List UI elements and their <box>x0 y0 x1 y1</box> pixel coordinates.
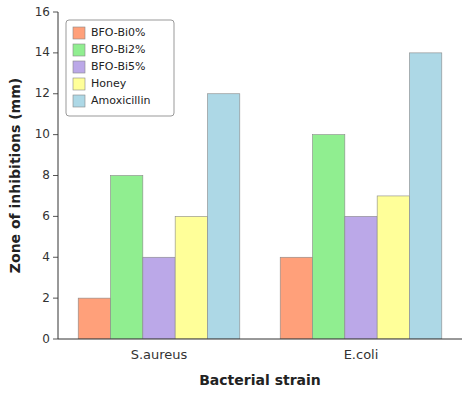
chart-svg: 0 2 4 6 8 10 12 14 16 S.aureus E.coli Bacterial str… <box>0 0 474 395</box>
bars <box>78 53 442 339</box>
bar <box>377 196 409 339</box>
y-tick <box>53 298 58 299</box>
legend-swatch <box>73 61 85 73</box>
chart-container: 0 2 4 6 8 10 12 14 16 S.aureus E.coli Bacterial str… <box>0 0 474 395</box>
y-tick <box>53 339 58 340</box>
x-axis-line <box>58 339 462 340</box>
legend-swatch <box>73 78 85 90</box>
y-tick <box>53 216 58 217</box>
y-tick <box>53 93 58 94</box>
bar <box>207 94 239 339</box>
y-tick-label: 2 <box>42 291 50 305</box>
bar <box>175 216 207 339</box>
bar <box>78 298 110 339</box>
bar <box>313 135 345 339</box>
bar <box>143 257 175 339</box>
bar <box>111 176 143 340</box>
y-axis: 0 2 4 6 8 10 12 14 16 <box>35 5 58 346</box>
legend-swatch <box>73 95 85 107</box>
y-tick <box>53 175 58 176</box>
legend-label: BFO-Bi0% <box>91 26 145 39</box>
y-tick <box>53 12 58 13</box>
bar <box>280 257 312 339</box>
legend: BFO-Bi0% BFO-Bi2% BFO-Bi5% Honey Amoxicillin <box>66 20 174 116</box>
bar <box>409 53 441 339</box>
y-tick-label: 16 <box>35 5 50 19</box>
y-tick-label: 0 <box>42 332 50 346</box>
y-tick <box>53 257 58 258</box>
y-axis-line <box>58 12 59 339</box>
y-tick-label: 6 <box>42 209 50 223</box>
legend-swatch <box>73 44 85 56</box>
y-tick <box>53 134 58 135</box>
legend-box <box>66 20 174 116</box>
y-tick-label: 10 <box>35 127 50 141</box>
legend-label: Honey <box>91 77 127 90</box>
legend-label: BFO-Bi2% <box>91 43 145 56</box>
y-axis-label: Zone of inhibitions (mm) <box>7 78 23 273</box>
bar <box>345 216 377 339</box>
y-tick-label: 4 <box>42 250 50 264</box>
y-tick-label: 14 <box>35 45 50 59</box>
legend-swatch <box>73 27 85 39</box>
x-tick-label: E.coli <box>344 347 379 362</box>
legend-label: Amoxicillin <box>91 94 150 107</box>
y-tick-label: 8 <box>42 168 50 182</box>
y-tick <box>53 52 58 53</box>
x-tick-label: S.aureus <box>131 347 188 362</box>
x-axis-label: Bacterial strain <box>199 372 321 388</box>
y-tick-label: 12 <box>35 86 50 100</box>
legend-label: BFO-Bi5% <box>91 60 145 73</box>
